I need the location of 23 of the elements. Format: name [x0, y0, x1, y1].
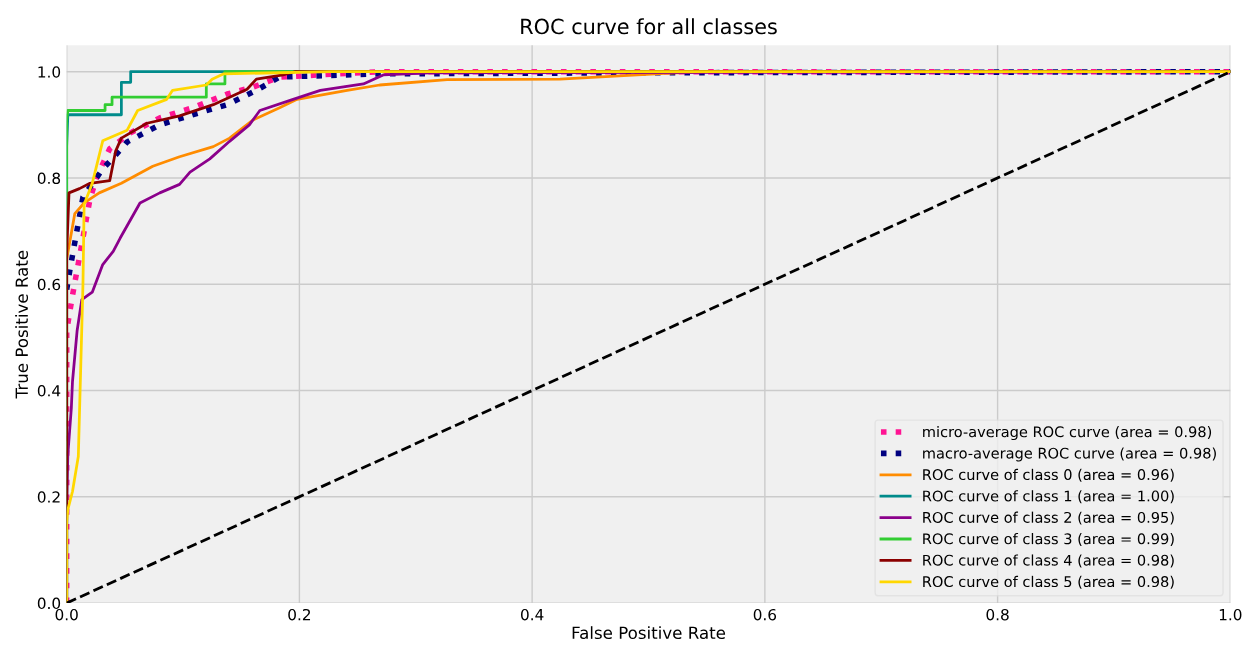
y-tick-label: 0.2: [37, 491, 60, 503]
legend-label: ROC curve of class 3 (area = 0.99): [923, 533, 1174, 547]
legend-label: macro-average ROC curve (area = 0.98): [923, 447, 1216, 462]
y-tick-label: 0.6: [37, 278, 61, 291]
x-tick-label: 0.0: [55, 608, 78, 621]
x-tick-label: 0.4: [520, 608, 544, 621]
x-tick-label: 0.6: [753, 608, 777, 621]
y-tick-label: 0.8: [37, 172, 61, 185]
legend-label: ROC curve of class 5 (area = 0.98): [923, 575, 1174, 589]
y-tick-label: 0.0: [37, 597, 61, 610]
chart-title: ROC curve for all classes: [521, 18, 777, 35]
x-tick-label: 0.8: [986, 608, 1009, 621]
x-tick-label: 0.2: [288, 608, 311, 621]
legend-label: ROC curve of class 2 (area = 0.95): [923, 511, 1174, 525]
x-axis-title: False Positive Rate: [572, 626, 726, 640]
legend-label: ROC curve of class 0 (area = 0.96): [923, 468, 1174, 482]
legend-label: ROC curve of class 1 (area = 1.00): [923, 490, 1174, 504]
y-tick-label: 1.0: [38, 66, 61, 78]
legend-label: ROC curve of class 4 (area = 0.98): [923, 554, 1174, 568]
legend-label: micro-average ROC curve (area = 0.98): [923, 426, 1212, 441]
y-axis-title: True Positive Rate: [15, 250, 29, 399]
x-tick-label: 1.0: [1219, 608, 1242, 621]
y-tick-label: 0.4: [37, 385, 61, 397]
